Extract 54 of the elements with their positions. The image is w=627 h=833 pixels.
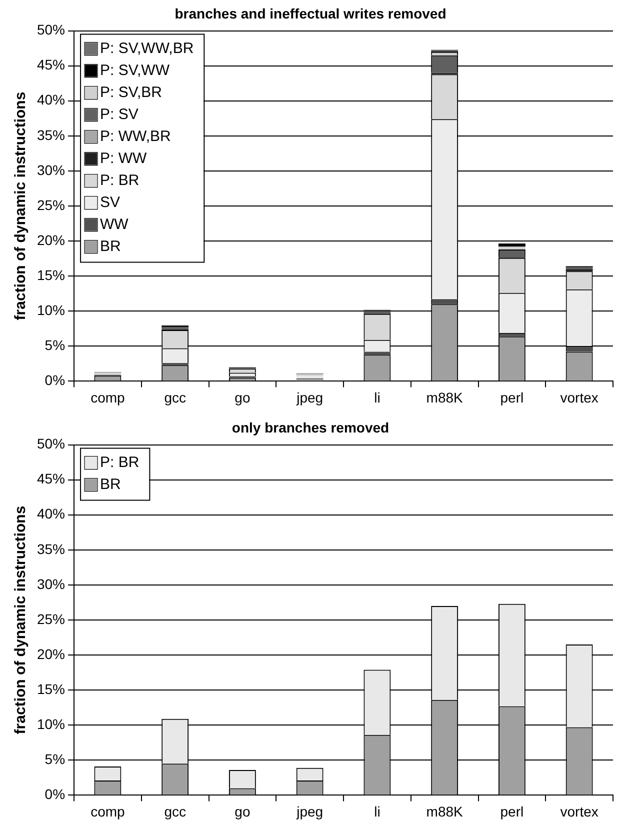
x-tick-label: vortex bbox=[560, 803, 598, 820]
legend-label: SV bbox=[100, 194, 120, 211]
y-axis-title: fraction of dynamic instructions bbox=[12, 506, 30, 734]
y-tick-label: 45% bbox=[36, 470, 66, 487]
y-tick-label: 30% bbox=[36, 162, 66, 178]
x-tick-label: li bbox=[374, 389, 380, 406]
x-tick-label: li bbox=[374, 803, 380, 820]
x-tick-label: go bbox=[234, 803, 250, 820]
y-tick-label: 25% bbox=[36, 196, 66, 213]
y-tick-label: 35% bbox=[36, 126, 66, 143]
y-tick-label: 5% bbox=[44, 751, 66, 768]
x-tick-label: m88K bbox=[426, 389, 464, 406]
y-tick-label: 40% bbox=[36, 92, 66, 108]
y-tick-label: 0% bbox=[44, 372, 66, 388]
x-tick-label: go bbox=[234, 389, 250, 406]
x-tick-label: jpeg bbox=[296, 803, 324, 820]
x-tick-label: m88K bbox=[426, 803, 464, 820]
x-tick-label: gcc bbox=[164, 803, 186, 820]
y-tick-label: 15% bbox=[36, 266, 66, 283]
y-tick-label: 25% bbox=[36, 610, 66, 627]
y-tick-label: 30% bbox=[36, 576, 66, 592]
x-tick-label: comp bbox=[90, 389, 126, 406]
chart-title: branches and ineffectual writes removed bbox=[174, 5, 446, 22]
y-tick-label: 50% bbox=[36, 436, 66, 452]
y-tick-label: 0% bbox=[44, 786, 66, 802]
legend-label: P: SV,BR bbox=[100, 84, 162, 101]
y-tick-label: 10% bbox=[36, 302, 66, 318]
legend-label: P: WW,BR bbox=[100, 128, 172, 145]
legend-label: P: BR bbox=[100, 172, 140, 189]
x-tick-label: gcc bbox=[164, 389, 186, 406]
y-tick-label: 40% bbox=[36, 506, 66, 522]
legend-label: P: SV,WW bbox=[100, 62, 170, 79]
y-tick-label: 50% bbox=[36, 22, 66, 38]
legend-label: P: SV bbox=[100, 106, 138, 123]
legend-label: BR bbox=[100, 238, 122, 255]
legend-label: WW bbox=[100, 216, 130, 233]
y-tick-label: 45% bbox=[36, 56, 66, 73]
x-tick-label: jpeg bbox=[296, 389, 324, 406]
y-tick-label: 20% bbox=[36, 232, 66, 248]
legend-label: P: SV,WW,BR bbox=[100, 40, 194, 57]
y-tick-label: 35% bbox=[36, 540, 66, 557]
y-axis-title: fraction of dynamic instructions bbox=[12, 92, 30, 320]
chart-title: only branches removed bbox=[232, 419, 390, 436]
y-tick-label: 15% bbox=[36, 680, 66, 697]
legend-label: P: BR bbox=[100, 454, 140, 471]
y-tick-label: 5% bbox=[44, 337, 66, 354]
x-tick-label: perl bbox=[500, 803, 524, 820]
x-tick-label: vortex bbox=[560, 389, 598, 406]
y-tick-label: 20% bbox=[36, 646, 66, 662]
legend-label: BR bbox=[100, 476, 122, 493]
x-tick-label: perl bbox=[500, 389, 524, 406]
legend-label: P: WW bbox=[100, 150, 148, 167]
x-tick-label: comp bbox=[90, 803, 126, 820]
y-tick-label: 10% bbox=[36, 716, 66, 732]
